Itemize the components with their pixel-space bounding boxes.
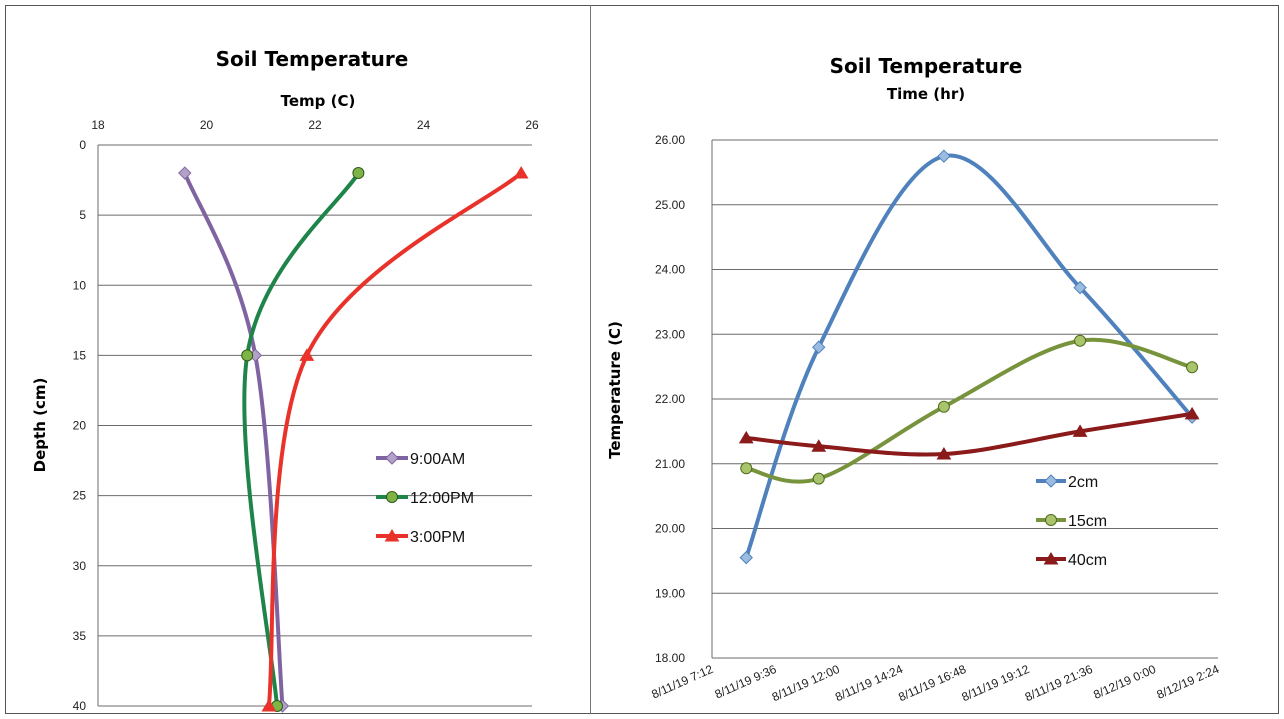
data-point <box>739 550 753 565</box>
series-line <box>744 411 1195 457</box>
data-point <box>1184 406 1200 420</box>
legend-label: 12:00PM <box>410 490 474 507</box>
figure-frame <box>5 5 1279 714</box>
legend-marker <box>384 529 400 542</box>
x-tick-label: 8/11/19 19:12 <box>960 662 1032 704</box>
data-point <box>299 348 315 361</box>
data-point <box>936 447 952 460</box>
chart-left-series <box>178 166 529 713</box>
data-point <box>261 699 277 712</box>
y-tick-label: 30 <box>73 559 87 573</box>
chart-left: Soil Temperature Temp (C) Depth (cm) 0 5 1… <box>31 47 539 713</box>
legend-label: 9:00AM <box>410 451 465 468</box>
chart-right-legend: 2cm 15cm 40cm <box>1036 474 1107 569</box>
chart-left-gridlines <box>97 144 532 707</box>
chart-right-subtitle: Time (hr) <box>887 85 965 103</box>
x-tick-label: 8/12/19 2:24 <box>1155 662 1222 702</box>
series-line <box>182 171 285 708</box>
legend-label: 2cm <box>1068 474 1098 491</box>
chart-left-title: Soil Temperature <box>216 47 409 71</box>
x-tick-label: 8/11/19 12:00 <box>770 662 842 704</box>
chart-left-ticks: 0 5 10 15 20 25 30 35 40 18 20 22 24 26 <box>73 118 539 713</box>
data-point <box>812 340 826 354</box>
y-tick-label: 40 <box>73 699 87 713</box>
data-point <box>937 149 951 163</box>
x-tick-label: 20 <box>200 118 214 132</box>
data-point <box>352 167 365 180</box>
data-point <box>811 439 827 452</box>
y-tick-label: 25 <box>73 489 87 503</box>
data-point <box>1072 424 1088 437</box>
x-tick-label: 8/12/19 0:00 <box>1091 662 1158 702</box>
chart-left-legend: 9:00AM 12:00PM 3:00PM <box>376 451 474 546</box>
legend-label: 15cm <box>1068 513 1107 530</box>
data-point <box>1073 280 1087 295</box>
chart-right-ticks: 18.00 19.00 20.00 21.00 22.00 23.00 24.00 25.00… <box>649 133 1221 704</box>
data-point <box>1074 334 1087 347</box>
series-line <box>266 171 524 708</box>
y-tick-label: 10 <box>73 278 87 292</box>
chart-right-ylabel: Temperature (C) <box>606 321 624 459</box>
y-tick-label: 20 <box>73 419 87 433</box>
data-point <box>241 349 254 362</box>
y-tick-label: 19.00 <box>655 586 685 600</box>
data-point <box>740 462 753 475</box>
legend-label: 3:00PM <box>410 529 465 546</box>
y-tick-label: 5 <box>79 208 86 222</box>
y-tick-label: 21.00 <box>655 457 685 471</box>
legend-marker <box>1045 514 1057 526</box>
legend-marker <box>386 491 398 503</box>
data-point <box>513 166 529 179</box>
y-tick-label: 24.00 <box>655 263 685 277</box>
x-tick-label: 8/11/19 9:36 <box>713 662 779 702</box>
chart-right-title: Soil Temperature <box>830 54 1023 78</box>
panel-divider <box>590 5 591 714</box>
series-line <box>242 171 361 708</box>
x-tick-label: 26 <box>525 118 539 132</box>
chart-right: Soil Temperature Time (hr) Temperature (… <box>606 54 1222 704</box>
x-tick-label: 24 <box>417 118 431 132</box>
legend-marker <box>1043 552 1059 565</box>
series-line <box>744 153 1195 560</box>
y-tick-label: 0 <box>79 138 86 152</box>
legend-marker <box>385 451 399 465</box>
x-tick-label: 8/11/19 16:48 <box>896 662 968 704</box>
data-point <box>937 400 950 413</box>
x-tick-label: 8/11/19 14:24 <box>833 662 905 704</box>
data-point <box>812 472 825 485</box>
data-point <box>738 430 754 444</box>
x-tick-label: 22 <box>308 118 322 132</box>
chart-right-gridlines <box>711 139 1218 659</box>
y-tick-label: 15 <box>73 348 87 362</box>
x-tick-label: 18 <box>91 118 105 132</box>
legend-label: 40cm <box>1068 552 1107 569</box>
y-tick-label: 25.00 <box>655 198 685 212</box>
chart-left-ylabel: Depth (cm) <box>31 378 49 473</box>
x-tick-label: 8/11/19 7:12 <box>649 662 715 702</box>
x-tick-label: 8/11/19 21:36 <box>1023 662 1095 704</box>
y-tick-label: 23.00 <box>655 327 685 341</box>
data-point <box>1186 361 1199 374</box>
y-tick-label: 20.00 <box>655 522 685 536</box>
legend-marker <box>1044 474 1058 488</box>
y-tick-label: 22.00 <box>655 392 685 406</box>
chart-right-series <box>738 149 1200 565</box>
y-tick-label: 26.00 <box>655 133 685 147</box>
y-tick-label: 18.00 <box>655 651 685 665</box>
data-point <box>178 166 192 180</box>
y-tick-label: 35 <box>73 629 87 643</box>
chart-left-xlabel: Temp (C) <box>281 92 356 110</box>
